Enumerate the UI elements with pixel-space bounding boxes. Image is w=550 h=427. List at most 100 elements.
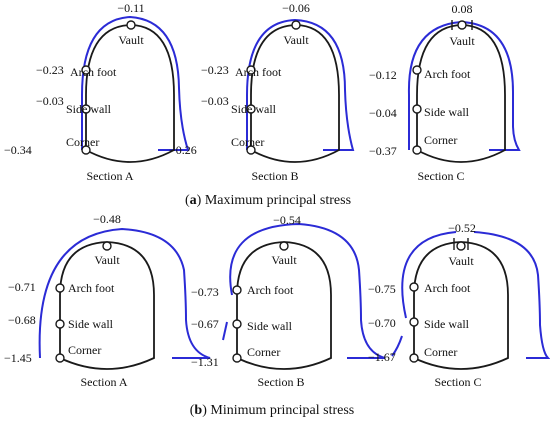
vault-marker — [126, 20, 136, 30]
section-name: Section A — [87, 169, 134, 183]
arch-foot-label: Arch foot — [247, 283, 294, 297]
vault-value: −0.11 — [117, 1, 144, 15]
vault-value: −0.48 — [93, 212, 121, 226]
arch-foot-label: Arch foot — [68, 281, 115, 295]
vault-marker — [457, 20, 467, 30]
side-wall-label: Side wall — [424, 317, 470, 331]
side-wall-label: Side wall — [66, 102, 112, 116]
side-wall-value: −0.68 — [8, 313, 36, 327]
vault-label: Vault — [271, 253, 297, 267]
vault-value: −0.54 — [273, 213, 301, 227]
vault-label: Vault — [118, 33, 144, 47]
arch-foot-label: Arch foot — [235, 65, 282, 79]
vault-marker — [279, 241, 289, 251]
section-name: Section B — [258, 375, 305, 389]
corner-label: Corner — [68, 343, 101, 357]
corner-marker — [81, 145, 91, 155]
vault-marker — [291, 20, 301, 30]
tunnel-outline — [416, 24, 506, 163]
corner-value: −0.26 — [169, 143, 197, 157]
corner-label: Corner — [231, 135, 264, 149]
tunnel-outline — [59, 241, 155, 370]
stress-curve-lower — [222, 321, 228, 341]
corner-marker — [409, 353, 419, 363]
vault-label: Vault — [283, 33, 309, 47]
arch-foot-marker — [409, 282, 419, 292]
arch-foot-marker — [232, 285, 242, 295]
side-wall-label: Side wall — [68, 317, 114, 331]
vault-label: Vault — [449, 34, 475, 48]
corner-value: −1.45 — [4, 351, 32, 365]
corner-value: −0.34 — [4, 143, 32, 157]
side-wall-marker — [55, 319, 65, 329]
corner-label: Corner — [424, 133, 457, 147]
arch-foot-label: Arch foot — [424, 67, 471, 81]
side-wall-value: −0.03 — [36, 94, 64, 108]
side-wall-marker — [412, 104, 422, 114]
section-c-min: −0.52 Vault −0.75 Arch foot −0.70 Side w… — [368, 221, 550, 389]
arch-foot-marker — [81, 65, 91, 75]
corner-marker — [412, 145, 422, 155]
arch-foot-label: Arch foot — [70, 65, 117, 79]
corner-marker — [232, 353, 242, 363]
stress-curve — [81, 15, 190, 151]
section-a-max: −0.11 Vault −0.23 Arch foot −0.03 Side w… — [4, 1, 190, 183]
side-wall-label: Side wall — [424, 105, 470, 119]
arch-foot-value: −0.23 — [36, 63, 64, 77]
section-b-min: −0.54 Vault −0.73 Arch foot −0.67 Side w… — [191, 213, 386, 389]
vault-marker — [456, 241, 466, 251]
section-b-max: −0.06 Vault −0.23 Arch foot −0.03 Side w… — [169, 1, 355, 183]
section-name: Section C — [418, 169, 465, 183]
arch-foot-value: −0.12 — [369, 68, 397, 82]
tunnel-outline — [236, 241, 332, 370]
arch-foot-label: Arch foot — [424, 281, 471, 295]
arch-foot-marker — [246, 65, 256, 75]
stress-curve — [407, 20, 521, 151]
tunnel-outline — [85, 24, 175, 163]
vault-value: −0.06 — [282, 1, 310, 15]
side-wall-value: −0.03 — [201, 94, 229, 108]
stress-curve — [229, 222, 386, 359]
section-c-max: 0.08 Vault −0.12 Arch foot −0.04 Side wa… — [369, 2, 521, 183]
side-wall-marker — [81, 104, 91, 114]
side-wall-marker — [246, 104, 256, 114]
tunnel-outline — [250, 24, 340, 163]
vault-value: 0.08 — [452, 2, 473, 16]
arch-foot-value: −0.23 — [201, 63, 229, 77]
arch-foot-value: −0.75 — [368, 282, 396, 296]
vault-label: Vault — [448, 254, 474, 268]
side-wall-value: −0.67 — [191, 317, 219, 331]
section-a-min: −0.48 Vault −0.71 Arch foot −0.68 Side w… — [4, 212, 211, 389]
corner-label: Corner — [424, 345, 457, 359]
corner-label: Corner — [247, 345, 280, 359]
stress-curve — [401, 231, 457, 319]
side-wall-value: −0.70 — [368, 316, 396, 330]
stress-curve — [38, 227, 211, 359]
panel-max-stress: −0.11 Vault −0.23 Arch foot −0.03 Side w… — [4, 1, 521, 208]
vault-marker — [102, 241, 112, 251]
side-wall-marker — [232, 319, 242, 329]
corner-label: Corner — [66, 135, 99, 149]
stress-curve-lower — [391, 335, 403, 357]
stress-curve-right — [473, 231, 550, 359]
side-wall-value: −0.04 — [369, 106, 397, 120]
corner-value: −1.31 — [191, 355, 219, 369]
side-wall-label: Side wall — [231, 102, 277, 116]
corner-value: −0.37 — [369, 144, 397, 158]
caption-max-stress: (a) Maximum principal stress — [185, 193, 351, 208]
corner-marker — [246, 145, 256, 155]
section-name: Section A — [81, 375, 128, 389]
vault-value: −0.52 — [448, 221, 476, 235]
side-wall-label: Side wall — [247, 319, 293, 333]
arch-foot-value: −0.73 — [191, 285, 219, 299]
corner-marker — [55, 353, 65, 363]
caption-min-stress: (b) Minimum principal stress — [190, 403, 355, 418]
arch-foot-marker — [55, 283, 65, 293]
corner-value: −1.67 — [368, 350, 396, 364]
arch-foot-value: −0.71 — [8, 280, 36, 294]
section-name: Section B — [252, 169, 299, 183]
arch-foot-marker — [412, 65, 422, 75]
stress-curve — [246, 18, 355, 151]
vault-label: Vault — [94, 253, 120, 267]
